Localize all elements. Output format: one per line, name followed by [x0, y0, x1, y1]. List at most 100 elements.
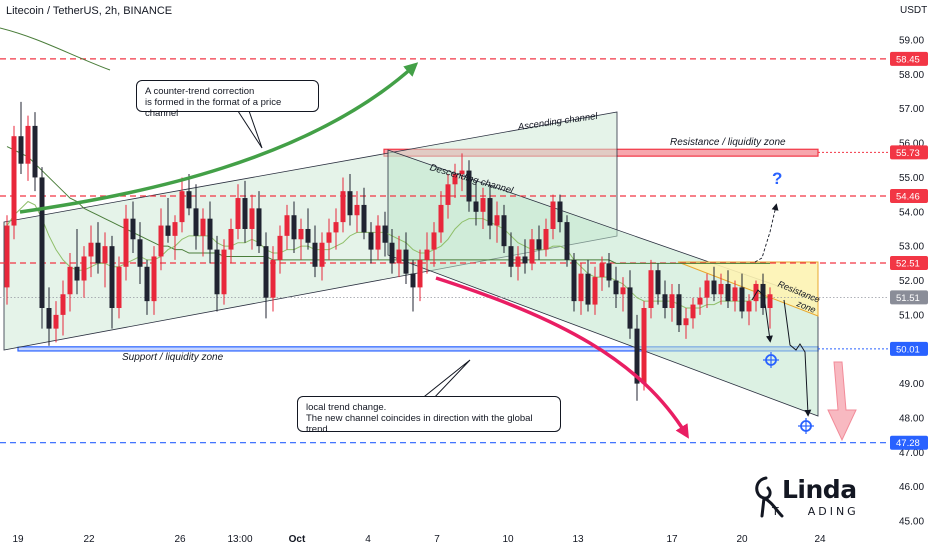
candle: [361, 204, 367, 233]
candle: [599, 263, 605, 278]
candle: [123, 218, 129, 267]
candle: [200, 218, 206, 236]
candle: [389, 242, 395, 264]
candle: [536, 239, 542, 250]
price-label-58.45: 58.45: [890, 51, 928, 66]
candle: [249, 208, 255, 229]
candle: [270, 259, 276, 298]
candle: [305, 228, 311, 243]
price-label-text: 54.46: [896, 191, 920, 202]
price-label-51.51: 51.51: [890, 290, 928, 305]
time-tick: 7: [434, 534, 440, 545]
candle: [655, 270, 661, 295]
candle: [214, 249, 220, 295]
candle: [543, 228, 549, 250]
candle: [746, 301, 752, 312]
candle: [529, 239, 535, 264]
price-tick: 45.00: [899, 517, 924, 528]
price-tick: 48.00: [899, 413, 924, 424]
candle: [676, 294, 682, 326]
candle: [515, 256, 521, 267]
candle: [242, 198, 248, 229]
time-tick: 22: [83, 534, 95, 545]
price-label-text: 55.73: [896, 148, 920, 159]
time-tick: 26: [174, 534, 186, 545]
candle: [312, 242, 318, 267]
candle: [256, 208, 262, 247]
time-axis: 19 22 26 13:00 Oct 4 7 10 13 17 20 24: [0, 528, 888, 550]
candle: [263, 246, 269, 298]
price-tick: 46.00: [899, 482, 924, 493]
candle: [18, 136, 24, 164]
time-tick: Oct: [289, 534, 306, 545]
price-axis: 59.00 58.00 57.00 56.00 55.00 54.00 53.00 52.00…: [888, 0, 932, 550]
candle: [739, 287, 745, 312]
candle: [557, 201, 563, 223]
candle: [333, 222, 339, 233]
candle: [151, 256, 157, 302]
candle: [704, 280, 710, 298]
further-drop-projection: [783, 299, 812, 417]
candle: [95, 242, 101, 264]
candle: [452, 174, 458, 185]
candle: [25, 125, 31, 164]
candle: [193, 208, 199, 236]
price-label-text: 58.45: [896, 54, 920, 65]
candle: [375, 225, 381, 250]
logo-text: Linda: [782, 475, 857, 504]
candle: [46, 308, 52, 329]
candle: [137, 239, 143, 267]
pink-trend-arrow: [435, 276, 689, 439]
candle: [347, 191, 353, 216]
time-tick: 13: [572, 534, 584, 545]
candle: [291, 215, 297, 240]
currency-unit: USDT: [900, 5, 928, 16]
price-label-52.51: 52.51: [890, 255, 928, 270]
candle: [445, 184, 451, 205]
candle: [613, 280, 619, 295]
note-correction-pointer: [235, 107, 263, 149]
candle: [410, 273, 416, 288]
time-tick: 13:00: [227, 534, 252, 545]
time-tick: 20: [736, 534, 748, 545]
candle: [438, 204, 444, 233]
target-arrow: [827, 361, 857, 442]
price-tick: 58.00: [899, 70, 924, 81]
candle: [403, 249, 409, 274]
candle: [116, 266, 122, 309]
price-label-47.28: 47.28: [890, 435, 928, 450]
price-tick: 53.00: [899, 242, 924, 253]
candle: [235, 198, 241, 229]
candle: [725, 283, 731, 302]
green-trend-arrow: [19, 62, 419, 214]
candle: [417, 259, 423, 288]
price-label-text: 51.51: [896, 293, 920, 304]
candle: [221, 249, 227, 295]
candle: [578, 273, 584, 302]
price-label-bg: [890, 145, 928, 160]
candle: [494, 215, 500, 226]
candle: [368, 232, 374, 250]
candle: [284, 215, 290, 236]
candle: [144, 266, 150, 302]
symbol-title: Litecoin / TetherUS, 2h, BINANCE: [6, 5, 173, 17]
price-label-text: 52.51: [896, 258, 920, 269]
price-labels: 58.45 55.73 54.46 52.51 51.51 50.01 47.28: [890, 51, 928, 450]
candle: [662, 294, 668, 309]
candle: [522, 256, 528, 264]
candle: [564, 222, 570, 260]
price-tick: 56.00: [899, 139, 924, 150]
time-tick: 19: [12, 534, 24, 545]
candle: [690, 304, 696, 319]
price-axis-bg: [888, 0, 932, 550]
time-axis-bg: [0, 528, 888, 550]
candle: [60, 294, 66, 315]
price-label-bg: [890, 188, 928, 203]
candle: [683, 318, 689, 326]
candle: [382, 225, 388, 243]
price-tick: 57.00: [899, 104, 924, 115]
candle: [473, 201, 479, 212]
linda-trading-logo: Linda T ADING: [752, 472, 857, 522]
candle: [340, 191, 346, 223]
